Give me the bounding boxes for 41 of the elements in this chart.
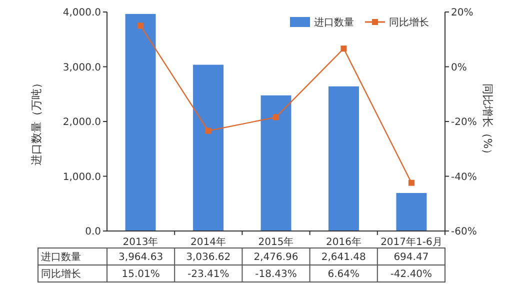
bar — [328, 86, 359, 231]
data-label: -18.43% — [255, 269, 297, 280]
x-tick-label: 2016年 — [326, 236, 362, 248]
y-tick-label: 1,000.0 — [62, 172, 101, 183]
point — [138, 22, 144, 29]
text: 进口数量 — [41, 252, 81, 263]
point — [273, 114, 279, 120]
x-tick-label: 2015年 — [258, 236, 294, 248]
data-label: 3,036.62 — [186, 252, 231, 263]
y2-tick-label: 0% — [451, 62, 467, 74]
point — [205, 128, 212, 134]
y2-axis-title: 同比增长（%） — [481, 83, 494, 160]
data-label: 3,964.63 — [118, 252, 164, 263]
y-tick-label: 2,000.0 — [62, 117, 101, 128]
y-tick-label: 0.0 — [85, 226, 101, 238]
text: 同比增长 — [41, 269, 81, 280]
data-label: 2,476.96 — [254, 252, 298, 263]
x-tick-label: 2013年 — [122, 236, 158, 248]
data-label: 2,641.48 — [321, 252, 366, 263]
y-tick-label: 3,000.0 — [62, 62, 101, 74]
bar — [193, 64, 224, 231]
y-axis-title: 进口数量（万吨） — [30, 78, 43, 166]
y-tick-label: 4,000.0 — [62, 8, 101, 18]
y2-tick-label: -20% — [451, 117, 477, 128]
x-tick-label: 2014年 — [190, 236, 226, 248]
y2-tick-label: -60% — [451, 226, 477, 238]
data-label: -42.40% — [390, 269, 432, 280]
data-label: -23.41% — [188, 269, 230, 280]
legend-label: 进口数量 — [314, 16, 354, 28]
point — [408, 180, 414, 186]
point — [340, 46, 347, 52]
data-label: 6.64% — [328, 269, 360, 280]
y2-tick-label: -40% — [451, 172, 477, 183]
data-label: 15.01% — [122, 269, 160, 280]
y2-tick-label: 20% — [451, 8, 474, 18]
bar — [260, 95, 292, 231]
legend-label: 同比增长 — [389, 16, 429, 28]
data-label: 694.47 — [394, 252, 429, 263]
x-tick-label: 2017年1-6月 — [380, 236, 442, 248]
bar — [396, 192, 427, 231]
bar — [125, 14, 156, 231]
